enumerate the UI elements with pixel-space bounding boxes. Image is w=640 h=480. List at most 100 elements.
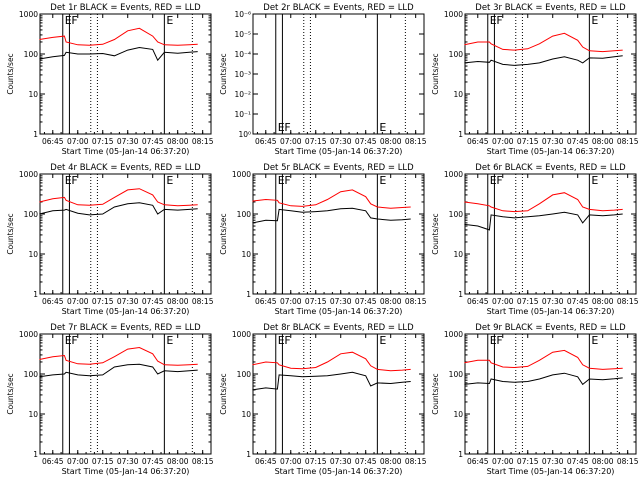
- x-tick-label: 07:00: [67, 457, 89, 466]
- x-tick-label: 07:30: [542, 137, 564, 146]
- y-tick-label: 10: [28, 90, 38, 99]
- x-tick-label: 08:15: [617, 137, 639, 146]
- y-tick-label: 10: [453, 250, 463, 259]
- y-tick-label: 10⁻⁶: [234, 10, 251, 19]
- event-marker-label: E: [65, 14, 72, 27]
- y-tick-label: 1: [246, 290, 251, 299]
- x-tick-label: 07:00: [280, 457, 302, 466]
- y-tick-label: 100: [24, 210, 39, 219]
- event-marker-label: E: [65, 174, 72, 187]
- y-tick-label: 100: [449, 50, 464, 59]
- x-axis-label: Start Time (05-Jan-14 06:37:20): [62, 307, 190, 316]
- series-events-line: [464, 55, 623, 66]
- panel-title: Det 6r BLACK = Events, RED = LLD: [475, 163, 626, 173]
- x-tick-label: 07:45: [567, 457, 589, 466]
- x-tick-label: 07:30: [117, 137, 139, 146]
- plot-frame: [39, 333, 212, 455]
- x-axis-label: Start Time (05-Jan-14 06:37:20): [275, 147, 403, 156]
- event-marker-label: F: [284, 334, 290, 347]
- y-tick-label: 10: [28, 410, 38, 419]
- series-lld-line: [464, 349, 623, 370]
- y-tick-label: 1000: [232, 170, 251, 179]
- series-events-line: [39, 202, 198, 216]
- x-tick-label: 07:30: [330, 297, 352, 306]
- y-tick-label: 10: [28, 250, 38, 259]
- event-marker-label: E: [490, 174, 497, 187]
- x-tick-label: 08:00: [380, 137, 402, 146]
- x-tick-label: 07:15: [92, 297, 114, 306]
- y-tick-label: 1000: [232, 330, 251, 339]
- x-tick-label: 08:00: [380, 457, 402, 466]
- detector-panel-4: Det 4r BLACK = Events, RED = LLD 1 10 100 10…: [6, 163, 214, 316]
- x-axis-label: Start Time (05-Jan-14 06:37:20): [487, 307, 615, 316]
- y-axis-label: Counts/sec: [6, 213, 15, 254]
- y-tick-label: 10: [241, 250, 251, 259]
- x-tick-label: 08:15: [192, 297, 214, 306]
- event-marker-label: E: [379, 334, 386, 347]
- x-axis-label: Start Time (05-Jan-14 06:37:20): [62, 467, 190, 476]
- x-axis-label: Start Time (05-Jan-14 06:37:20): [275, 307, 403, 316]
- plot-frame: [464, 173, 637, 295]
- panel-title: Det 4r BLACK = Events, RED = LLD: [50, 163, 201, 173]
- x-tick-label: 08:15: [192, 137, 214, 146]
- plot-frame: [252, 13, 425, 135]
- x-axis-label: Start Time (05-Jan-14 06:37:20): [487, 467, 615, 476]
- series-events-line: [39, 46, 198, 62]
- panel-title: Det 7r BLACK = Events, RED = LLD: [50, 323, 201, 333]
- x-tick-label: 07:15: [305, 297, 327, 306]
- y-tick-label: 10⁻³: [234, 70, 251, 79]
- x-tick-label: 08:00: [592, 457, 614, 466]
- x-tick-label: 08:15: [192, 457, 214, 466]
- event-marker-label: E: [278, 174, 285, 187]
- x-tick-label: 08:15: [405, 137, 427, 146]
- event-marker-label: F: [284, 121, 290, 134]
- series-lld-line: [39, 188, 198, 207]
- detector-panel-8: Det 8r BLACK = Events, RED = LLD 1 10 100 10…: [219, 323, 427, 476]
- x-tick-label: 07:00: [67, 137, 89, 146]
- x-tick-label: 07:00: [280, 137, 302, 146]
- event-marker-label: E: [490, 14, 497, 27]
- x-tick-label: 07:45: [142, 457, 164, 466]
- detector-panel-2: Det 2r BLACK = Events, RED = LLD 10⁻⁶ 10⁻⁵…: [219, 3, 427, 156]
- detector-panel-5: Det 5r BLACK = Events, RED = LLD 1 10 100 10…: [219, 163, 427, 316]
- x-tick-label: 07:15: [517, 457, 539, 466]
- series-events-line: [39, 363, 198, 378]
- x-tick-label: 07:00: [492, 297, 514, 306]
- x-tick-label: 07:30: [117, 297, 139, 306]
- x-tick-label: 07:30: [330, 137, 352, 146]
- series-lld-line: [464, 32, 623, 53]
- event-marker-label: E: [591, 174, 598, 187]
- x-tick-label: 07:15: [517, 297, 539, 306]
- detector-panel-9: Det 9r BLACK = Events, RED = LLD 1 10 100 10…: [431, 323, 639, 476]
- x-tick-label: 06:45: [42, 297, 64, 306]
- y-tick-label: 100: [449, 210, 464, 219]
- x-tick-label: 07:45: [355, 457, 377, 466]
- event-marker-label: E: [379, 174, 386, 187]
- y-axis-label: Counts/sec: [6, 373, 15, 414]
- y-tick-label: 1: [33, 290, 38, 299]
- y-tick-label: 100: [237, 210, 252, 219]
- x-tick-label: 07:45: [355, 137, 377, 146]
- y-tick-label: 1000: [19, 10, 38, 19]
- detector-panel-7: Det 7r BLACK = Events, RED = LLD 1 10 100 10…: [6, 323, 214, 476]
- x-tick-label: 07:30: [542, 297, 564, 306]
- series-lld-line: [252, 189, 411, 209]
- x-tick-label: 07:00: [492, 457, 514, 466]
- x-tick-label: 07:45: [355, 297, 377, 306]
- x-tick-label: 07:30: [117, 457, 139, 466]
- x-tick-label: 08:00: [167, 297, 189, 306]
- detector-panel-3: Det 3r BLACK = Events, RED = LLD 1 10 100 10…: [431, 3, 639, 156]
- y-tick-label: 10: [241, 410, 251, 419]
- event-marker-label: F: [284, 174, 290, 187]
- x-tick-label: 07:00: [67, 297, 89, 306]
- event-marker-label: E: [278, 121, 285, 134]
- x-tick-label: 07:00: [492, 137, 514, 146]
- y-tick-label: 10⁻⁵: [234, 30, 251, 39]
- y-tick-label: 1: [458, 450, 463, 459]
- y-tick-label: 10: [453, 410, 463, 419]
- x-tick-label: 07:15: [92, 137, 114, 146]
- event-marker-label: F: [496, 14, 502, 27]
- x-tick-label: 08:00: [592, 137, 614, 146]
- y-axis-label: Counts/sec: [219, 373, 228, 414]
- detector-panel-1: Det 1r BLACK = Events, RED = LLD 1 10 100 10…: [6, 3, 214, 156]
